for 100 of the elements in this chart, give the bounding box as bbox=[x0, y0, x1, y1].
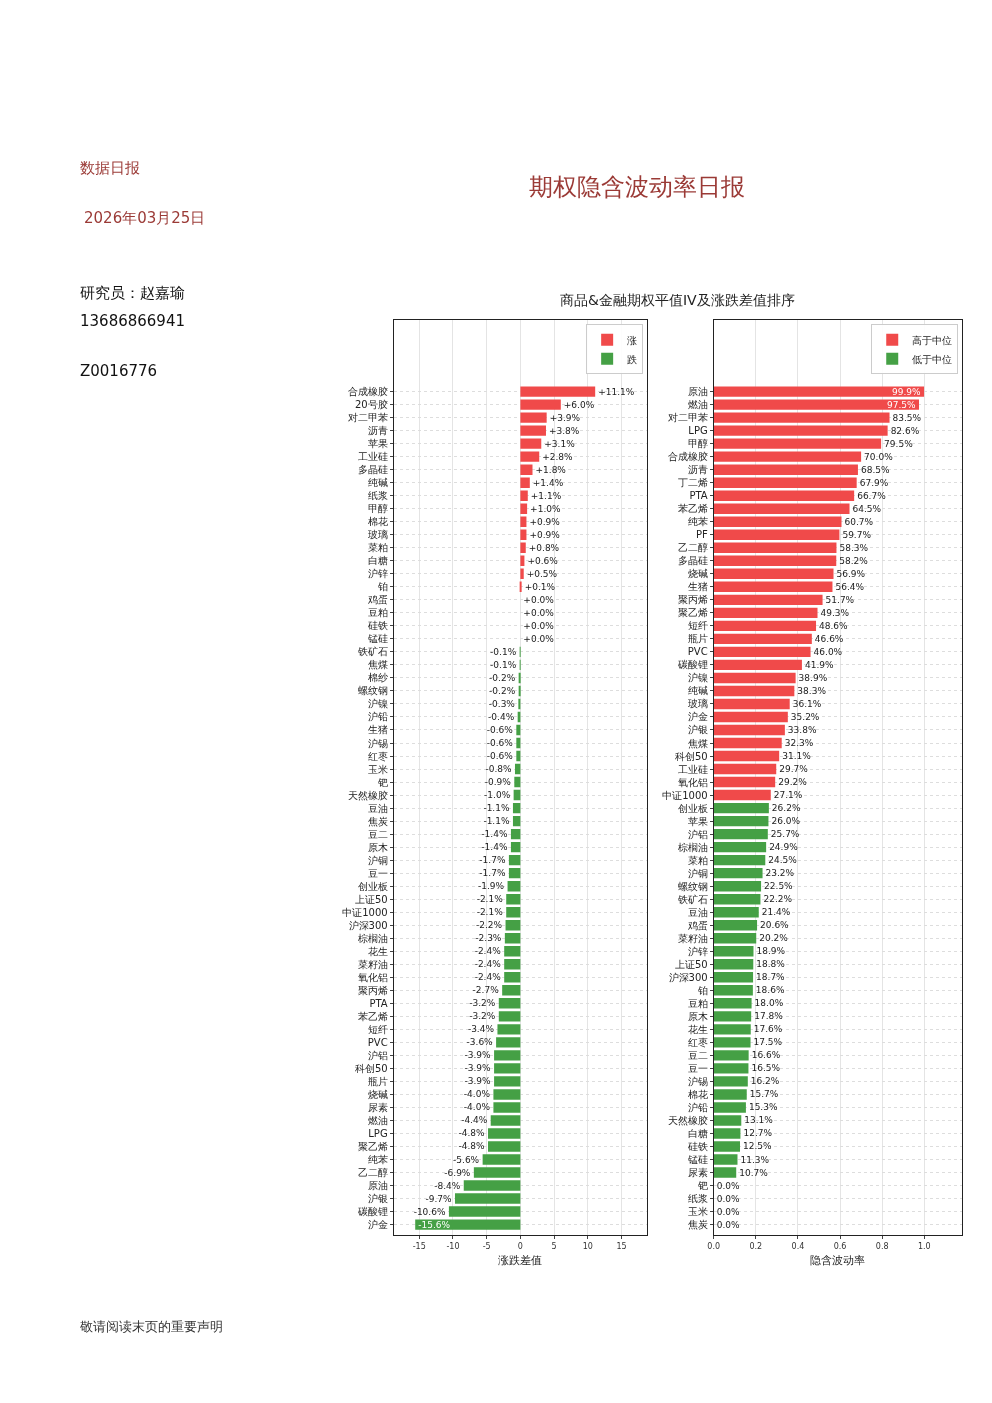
data-label: +1.1% bbox=[530, 490, 562, 501]
y-tick-label: 原木 bbox=[367, 841, 388, 853]
data-label: 15.7% bbox=[749, 1089, 779, 1100]
y-tick-label: 短纤 bbox=[367, 1023, 388, 1035]
data-label: 58.2% bbox=[839, 555, 869, 566]
bar bbox=[508, 854, 521, 866]
y-tick-label: 纯碱 bbox=[687, 685, 708, 697]
data-label: 18.7% bbox=[756, 972, 786, 983]
data-label: +0.8% bbox=[528, 542, 560, 553]
data-label: -0.9% bbox=[484, 777, 512, 788]
data-label: -1.1% bbox=[483, 816, 510, 827]
bar bbox=[520, 438, 542, 449]
bar bbox=[713, 1024, 751, 1035]
legend-label: 跌 bbox=[627, 353, 638, 365]
data-label: 64.5% bbox=[852, 503, 882, 514]
y-tick-label: 花生 bbox=[367, 945, 388, 957]
bar bbox=[473, 1167, 521, 1178]
y-tick-label: 原油 bbox=[687, 386, 708, 398]
y-tick-label: 白糖 bbox=[367, 555, 388, 567]
y-tick-label: 沪铝 bbox=[367, 1049, 388, 1061]
y-tick-label: 红枣 bbox=[367, 750, 388, 762]
y-tick-label: PTA bbox=[689, 490, 708, 502]
data-label: 22.2% bbox=[763, 894, 793, 905]
y-tick-label: 合成橡胶 bbox=[667, 451, 708, 463]
data-label: 17.8% bbox=[754, 1011, 784, 1022]
bar bbox=[496, 1037, 521, 1048]
data-label: -2.4% bbox=[474, 972, 502, 983]
data-label: 27.1% bbox=[773, 790, 803, 801]
bar bbox=[713, 503, 850, 514]
y-tick-label: 菜籽油 bbox=[357, 958, 388, 970]
data-label: 51.7% bbox=[825, 594, 855, 605]
y-tick-label: 鸡蛋 bbox=[366, 594, 388, 606]
y-tick-label: 原木 bbox=[687, 1010, 708, 1022]
bar bbox=[520, 412, 547, 423]
y-tick-label: 乙二醇 bbox=[357, 1167, 388, 1179]
y-tick-label: 瓶片 bbox=[687, 633, 708, 645]
legend-label: 涨 bbox=[627, 334, 638, 346]
bar bbox=[520, 555, 525, 566]
data-label: 0.0% bbox=[716, 1206, 741, 1217]
bar bbox=[713, 386, 925, 397]
bar bbox=[510, 841, 521, 853]
data-label: 20.2% bbox=[759, 933, 789, 944]
data-label: 79.5% bbox=[884, 438, 914, 449]
data-label: +0.6% bbox=[527, 555, 559, 566]
bar bbox=[713, 1141, 741, 1152]
bar bbox=[463, 1180, 521, 1191]
bar bbox=[504, 933, 521, 944]
y-tick-label: 铁矿石 bbox=[356, 646, 388, 658]
data-label: 22.5% bbox=[764, 881, 794, 892]
bar bbox=[713, 1011, 752, 1022]
data-label: 59.7% bbox=[842, 529, 872, 540]
bar bbox=[506, 907, 521, 918]
bar bbox=[512, 815, 521, 827]
bar bbox=[498, 998, 521, 1009]
x-tick-label: 5 bbox=[551, 1241, 557, 1251]
bar bbox=[713, 893, 761, 905]
y-tick-label: 氧化铝 bbox=[677, 776, 708, 788]
bar bbox=[494, 1076, 521, 1087]
y-tick-label: 乙二醇 bbox=[677, 542, 708, 554]
y-tick-label: 钯 bbox=[376, 776, 388, 788]
data-label: +6.0% bbox=[563, 399, 595, 410]
bar bbox=[713, 920, 758, 931]
y-tick-label: 铂 bbox=[696, 984, 708, 996]
y-tick-label: 钯 bbox=[696, 1180, 708, 1192]
data-label: -8.4% bbox=[434, 1180, 461, 1191]
x-tick-label: 0.8 bbox=[875, 1241, 889, 1251]
data-label: +11.1% bbox=[598, 386, 635, 397]
y-tick-label: 沪铅 bbox=[687, 1101, 708, 1113]
bar bbox=[713, 828, 768, 840]
data-label: +0.9% bbox=[529, 516, 561, 527]
text: 期权隐含波动率日报 bbox=[529, 173, 745, 201]
data-label: -3.9% bbox=[464, 1050, 492, 1061]
y-tick-label: LPG bbox=[688, 425, 708, 437]
data-label: -9.7% bbox=[425, 1193, 452, 1204]
y-tick-label: 甲醇 bbox=[687, 438, 708, 450]
y-tick-label: 豆二 bbox=[687, 1049, 708, 1061]
bar bbox=[488, 1128, 521, 1139]
bar bbox=[516, 724, 521, 736]
y-tick-label: 聚乙烯 bbox=[677, 607, 708, 619]
text: Z0016776 bbox=[80, 362, 158, 380]
data-label: -1.9% bbox=[478, 881, 505, 892]
data-label: 38.3% bbox=[797, 685, 827, 696]
y-tick-label: 豆一 bbox=[687, 1062, 708, 1074]
bar bbox=[502, 985, 521, 996]
bar bbox=[713, 633, 812, 645]
data-label: 16.5% bbox=[751, 1063, 781, 1074]
bar bbox=[713, 672, 796, 684]
data-label: 60.7% bbox=[844, 516, 874, 527]
y-tick-label: PVC bbox=[367, 1036, 388, 1048]
data-label: 58.3% bbox=[839, 542, 869, 553]
bar bbox=[498, 1011, 521, 1022]
data-label: 0.0% bbox=[716, 1193, 741, 1204]
y-tick-label: 棕榈油 bbox=[357, 932, 388, 944]
data-label: 56.9% bbox=[836, 568, 866, 579]
text: 研究员：赵嘉瑜 bbox=[80, 284, 185, 302]
y-tick-label: 花生 bbox=[687, 1023, 708, 1035]
y-tick-label: 对二甲苯 bbox=[347, 412, 388, 424]
bar bbox=[518, 698, 521, 710]
data-label: -0.6% bbox=[486, 724, 514, 735]
data-label: 0.0% bbox=[716, 1180, 741, 1191]
